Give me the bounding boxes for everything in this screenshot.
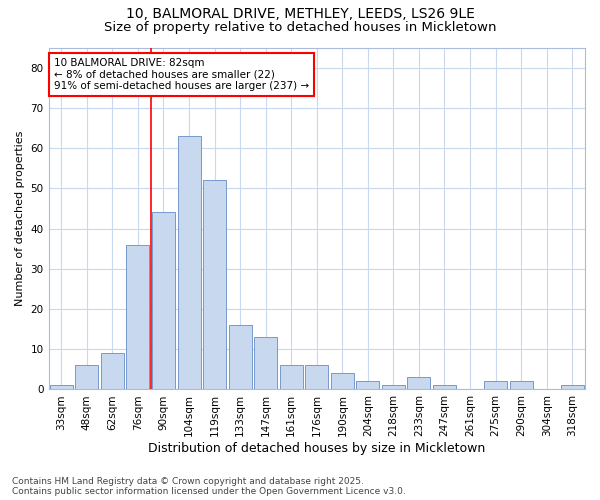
Bar (509, 382, 533, 390)
Bar (50, 386, 73, 390)
Text: 10, BALMORAL DRIVE, METHLEY, LEEDS, LS26 9LE: 10, BALMORAL DRIVE, METHLEY, LEEDS, LS26… (125, 8, 475, 22)
Text: Contains HM Land Registry data © Crown copyright and database right 2025.
Contai: Contains HM Land Registry data © Crown c… (12, 476, 406, 496)
Bar (407, 378, 430, 390)
Bar (152, 212, 175, 390)
X-axis label: Distribution of detached houses by size in Mickletown: Distribution of detached houses by size … (148, 442, 485, 455)
Bar (178, 136, 200, 390)
Text: 10 BALMORAL DRIVE: 82sqm
← 8% of detached houses are smaller (22)
91% of semi-de: 10 BALMORAL DRIVE: 82sqm ← 8% of detache… (54, 58, 309, 91)
Bar (305, 366, 328, 390)
Bar (331, 374, 354, 390)
Bar (203, 180, 226, 390)
Bar (356, 382, 379, 390)
Bar (254, 337, 277, 390)
Bar (433, 386, 456, 390)
Bar (127, 244, 149, 390)
Bar (101, 354, 124, 390)
Bar (484, 382, 507, 390)
Bar (382, 386, 405, 390)
Y-axis label: Number of detached properties: Number of detached properties (15, 131, 25, 306)
Bar (76, 366, 98, 390)
Bar (561, 386, 584, 390)
Text: Size of property relative to detached houses in Mickletown: Size of property relative to detached ho… (104, 21, 496, 34)
Bar (280, 366, 303, 390)
Bar (229, 325, 251, 390)
